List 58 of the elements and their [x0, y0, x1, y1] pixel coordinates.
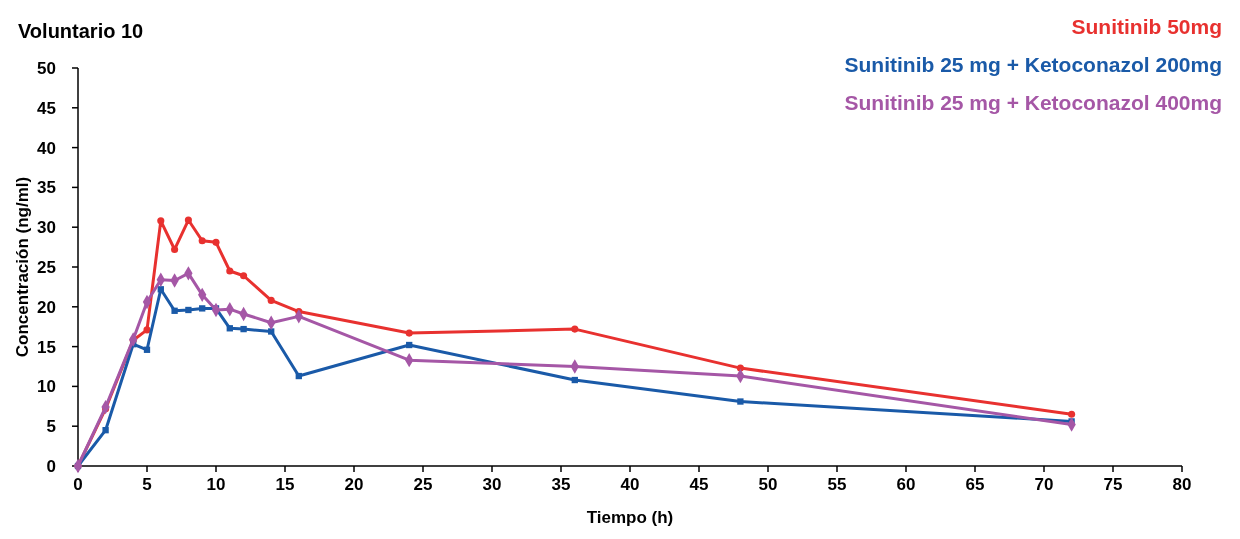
x-tick-label: 50 [758, 475, 778, 494]
x-tick-label: 80 [1172, 475, 1192, 494]
y-tick-label: 30 [37, 218, 56, 238]
point [1068, 410, 1076, 418]
point [226, 325, 233, 332]
point [571, 325, 579, 333]
x-tick-label: 20 [344, 475, 364, 494]
y-tick-label: 0 [46, 457, 56, 476]
point [184, 216, 192, 224]
x-tick-label: 10 [206, 475, 226, 494]
x-tick-label: 0 [73, 475, 83, 494]
point [240, 272, 248, 280]
x-tick-label: 45 [689, 475, 709, 494]
y-tick-label: 10 [37, 377, 56, 397]
x-tick-label: 70 [1034, 475, 1054, 494]
x-tick-label: 55 [827, 475, 847, 494]
point [157, 286, 164, 293]
y-tick-label: 20 [37, 297, 56, 317]
text: Sunitinib 25 mg + Ketoconazol 400mg [844, 91, 1222, 114]
y-tick-label: 45 [37, 98, 56, 118]
x-tick-label: 60 [896, 475, 916, 494]
y-tick-label: 15 [37, 337, 56, 357]
text: Sunitinib 25 mg + Ketoconazol 200mg [844, 53, 1222, 76]
chart-title: Voluntario 10 [18, 20, 144, 42]
x-tick-label: 40 [620, 475, 640, 494]
point [406, 341, 413, 349]
point [226, 267, 234, 275]
x-tick-label: 65 [965, 475, 985, 494]
point [405, 329, 413, 337]
x-tick-label: 15 [275, 475, 295, 494]
point [267, 296, 275, 304]
x-tick-label: 5 [142, 475, 152, 494]
point [571, 376, 578, 384]
point [737, 398, 744, 405]
x-axis-title: Tiempo (h) [586, 508, 674, 527]
y-tick-label: 5 [46, 417, 56, 437]
point [240, 325, 247, 333]
point [102, 427, 109, 434]
x-tick-label: 35 [551, 475, 571, 494]
text: Sunitinib 50mg [1071, 15, 1222, 38]
point [198, 237, 206, 245]
point [143, 326, 151, 334]
x-tick-label: 30 [482, 475, 502, 494]
point [143, 346, 151, 353]
y-tick-label: 40 [37, 138, 56, 158]
y-tick-label: 50 [37, 59, 56, 78]
point [185, 306, 192, 314]
x-tick-label: 25 [413, 475, 433, 494]
point [295, 372, 302, 380]
x-tick-label: 75 [1103, 475, 1123, 494]
point [199, 305, 206, 312]
point [171, 307, 178, 314]
point [212, 238, 220, 246]
point [268, 328, 275, 335]
point [157, 217, 165, 225]
y-tick-label: 25 [37, 258, 56, 277]
y-tick-label: 35 [37, 178, 56, 198]
y-axis-title: Concentración (ng/ml) [13, 176, 32, 358]
